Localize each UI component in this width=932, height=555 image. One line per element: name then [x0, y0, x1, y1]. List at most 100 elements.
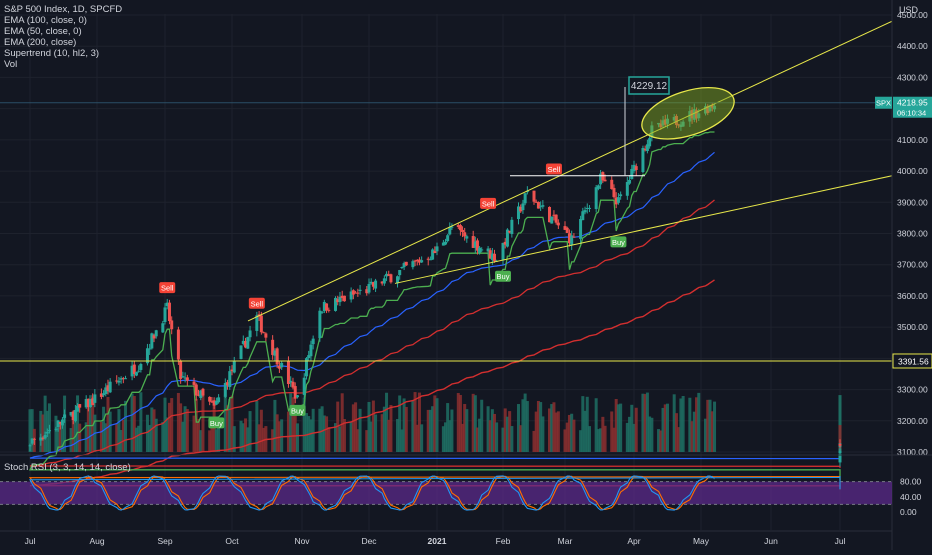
lower-channel-line	[394, 175, 893, 284]
candle-body	[152, 335, 156, 339]
candle-body	[334, 297, 337, 311]
candle-body	[39, 437, 43, 441]
hline-price-label: 3391.56	[898, 356, 929, 366]
price-axis: 4500.004400.004300.004200.004100.004000.…	[875, 0, 932, 550]
candle-body	[619, 194, 623, 197]
candle-body	[463, 232, 467, 237]
volume-bar	[58, 422, 62, 452]
chart-title[interactable]: S&P 500 Index, 1D, SPCFD	[4, 4, 123, 15]
volume-bar	[603, 425, 607, 452]
candle-body	[32, 438, 36, 440]
last-price-label: 4218.95	[897, 98, 928, 108]
volume-bar	[417, 392, 421, 452]
volume-bar	[358, 408, 362, 452]
volume-bar	[246, 427, 250, 452]
candle-body	[838, 443, 842, 446]
volume-bar	[708, 399, 712, 452]
volume-bar	[420, 424, 424, 452]
volume-bar	[495, 422, 499, 452]
candle-body	[163, 307, 167, 323]
volume-bar	[565, 422, 569, 452]
candle-body	[311, 338, 315, 345]
candle-body	[385, 273, 389, 277]
indicator-vol[interactable]: Vol	[4, 59, 18, 70]
candle-body	[534, 201, 538, 203]
volume-bar	[601, 416, 605, 452]
volume-bar	[672, 394, 676, 452]
candle-body	[99, 393, 103, 397]
candle-body	[365, 289, 369, 294]
volume-bar	[398, 395, 402, 452]
candle-body	[433, 251, 437, 254]
candle-body	[838, 453, 842, 463]
candle-body	[108, 381, 112, 393]
volume-bar	[119, 429, 123, 452]
volume-bar	[541, 416, 545, 452]
volume-bar	[217, 422, 221, 452]
candle-body	[351, 290, 355, 295]
rsi-axis-label: 0.00	[900, 507, 917, 517]
candle-body	[645, 144, 649, 152]
volume-bar	[475, 427, 479, 452]
volume-bar	[124, 400, 128, 452]
price-axis-label: 4300.00	[897, 72, 928, 82]
sell-signal: Sell	[545, 163, 562, 175]
volume-bar	[108, 411, 112, 452]
indicator-supertrend[interactable]: Supertrend (10, hl2, 3)	[4, 48, 100, 59]
volume-bar	[556, 411, 560, 452]
indicator-ema50[interactable]: EMA (50, close, 0)	[4, 26, 82, 37]
last-price-tag	[893, 96, 932, 118]
volume-bar	[349, 421, 353, 452]
candle-body	[239, 345, 243, 359]
buy-signal: Buy	[208, 417, 225, 429]
volume-bar	[41, 414, 45, 452]
candle-body	[505, 229, 509, 247]
volume-bar	[641, 393, 645, 452]
volume-bar	[30, 409, 34, 452]
volume-bar	[666, 403, 669, 452]
volume-bar	[132, 395, 136, 452]
sell-signal: Sell	[159, 282, 176, 294]
volume-bar	[354, 402, 358, 452]
legend: S&P 500 Index, 1D, SPCFD EMA (100, close…	[4, 4, 122, 70]
volume-bar	[248, 411, 252, 452]
volume-bar	[273, 399, 277, 452]
sell-signal-label: Sell	[482, 199, 495, 208]
volume-bar	[106, 396, 110, 452]
rsi-label[interactable]: Stoch RSI (3, 3, 14, 14, close)	[4, 462, 131, 473]
ema200-line	[29, 279, 841, 487]
volume-bar	[197, 419, 200, 452]
candle-body	[478, 247, 482, 253]
volume-bar	[139, 392, 143, 452]
indicator-ema100[interactable]: EMA (100, close, 0)	[4, 15, 87, 26]
candle-body	[320, 311, 324, 313]
volume-bar	[183, 406, 187, 452]
candle-body	[45, 432, 49, 434]
volume-bar	[400, 429, 404, 452]
volume-bar	[539, 402, 543, 452]
time-axis-label: May	[693, 536, 710, 546]
volume-bar	[255, 400, 259, 452]
volume-bar	[630, 404, 634, 452]
volume-bar	[210, 418, 214, 452]
volume-bar	[614, 398, 618, 452]
volume-bar	[435, 398, 439, 452]
candle-body	[170, 320, 174, 330]
volume-bar	[697, 392, 701, 452]
candle-body	[450, 226, 454, 228]
price-axis-label: 3200.00	[897, 416, 928, 426]
candle-body	[130, 365, 134, 377]
candle-body	[76, 405, 80, 412]
candle-body	[139, 363, 143, 370]
volume-bar	[179, 403, 183, 452]
indicator-ema200[interactable]: EMA (200, close)	[4, 37, 77, 48]
candle-body	[431, 249, 435, 260]
volume-bar	[371, 400, 375, 452]
candle-body	[632, 164, 636, 172]
candle-body	[104, 387, 108, 394]
volume-bar	[385, 392, 389, 452]
candle-body	[181, 376, 185, 378]
price-axis-label: 4100.00	[897, 135, 928, 145]
